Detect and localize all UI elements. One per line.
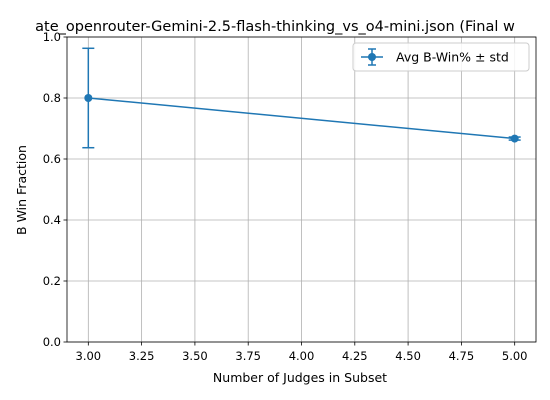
- legend-marker-sample: [368, 53, 376, 61]
- y-tick-label-1: 0.2: [43, 274, 61, 288]
- y-tick-label-4: 0.8: [43, 91, 61, 105]
- axes-layer: 3.00 3.25 3.50 3.75 4.00 4.25 4.50 4.75 5.00 0.0 0…: [43, 30, 537, 363]
- x-tick-label-6: 4.50: [395, 349, 421, 363]
- x-tick-label-8: 5.00: [502, 349, 528, 363]
- x-tick-label-3: 3.75: [235, 349, 261, 363]
- series-line-0: [88, 97, 515, 140]
- x-tick-label-0: 3.00: [76, 349, 102, 363]
- x-tick-label-7: 4.75: [449, 349, 475, 363]
- legend: Avg B-Win% ± std: [352, 42, 530, 72]
- y-tick-label-3: 0.6: [43, 152, 61, 166]
- data-point-0-0: [84, 94, 93, 102]
- legend-label: Avg B-Win% ± std: [396, 50, 509, 65]
- y-tick-label-0: 0.0: [43, 335, 61, 349]
- y-axis-label: B Win Fraction: [14, 145, 29, 235]
- legend-frame: [352, 42, 530, 72]
- x-tick-label-2: 3.50: [182, 349, 208, 363]
- data-layer: [82, 47, 521, 149]
- x-tick-label-4: 4.00: [289, 349, 315, 363]
- x-tick-label-5: 4.25: [342, 349, 368, 363]
- data-point-0-1: [510, 134, 519, 143]
- x-axis-label: Number of Judges in Subset: [213, 370, 387, 385]
- y-tick-label-5: 1.0: [43, 30, 61, 44]
- y-tick-label-2: 0.4: [43, 213, 61, 227]
- chart-title: ate_openrouter-Gemini-2.5-flash-thinking…: [35, 19, 515, 35]
- x-tick-label-1: 3.25: [129, 349, 155, 363]
